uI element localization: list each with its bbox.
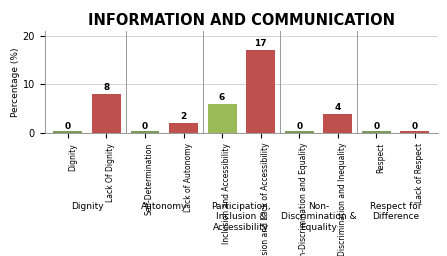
Text: 4: 4	[335, 103, 341, 112]
Text: Dignity: Dignity	[71, 202, 103, 211]
Bar	[401, 131, 430, 133]
Bar	[208, 104, 236, 133]
Text: 0: 0	[412, 122, 418, 131]
Text: Non-
Discrimination &
Equality: Non- Discrimination & Equality	[281, 202, 356, 231]
Text: 8: 8	[103, 83, 110, 92]
Bar	[131, 131, 160, 133]
Text: 0: 0	[142, 122, 148, 131]
Text: Participation,
Inclusion &
Accessibility: Participation, Inclusion & Accessibility	[211, 202, 271, 231]
Bar	[246, 50, 275, 133]
Bar	[285, 131, 314, 133]
Bar	[323, 114, 352, 133]
Bar	[53, 131, 82, 133]
Text: 0: 0	[296, 122, 302, 131]
Text: 2: 2	[181, 112, 187, 121]
Bar	[362, 131, 391, 133]
Title: INFORMATION AND COMMUNICATION: INFORMATION AND COMMUNICATION	[88, 13, 395, 28]
Bar	[169, 123, 198, 133]
Bar	[92, 94, 121, 133]
Text: Autonomy: Autonomy	[141, 202, 187, 211]
Text: 0: 0	[373, 122, 380, 131]
Text: 6: 6	[219, 93, 225, 102]
Text: 17: 17	[254, 39, 267, 48]
Text: Respect for
Difference: Respect for Difference	[370, 202, 422, 221]
Y-axis label: Percentage (%): Percentage (%)	[11, 47, 20, 117]
Text: 0: 0	[65, 122, 71, 131]
